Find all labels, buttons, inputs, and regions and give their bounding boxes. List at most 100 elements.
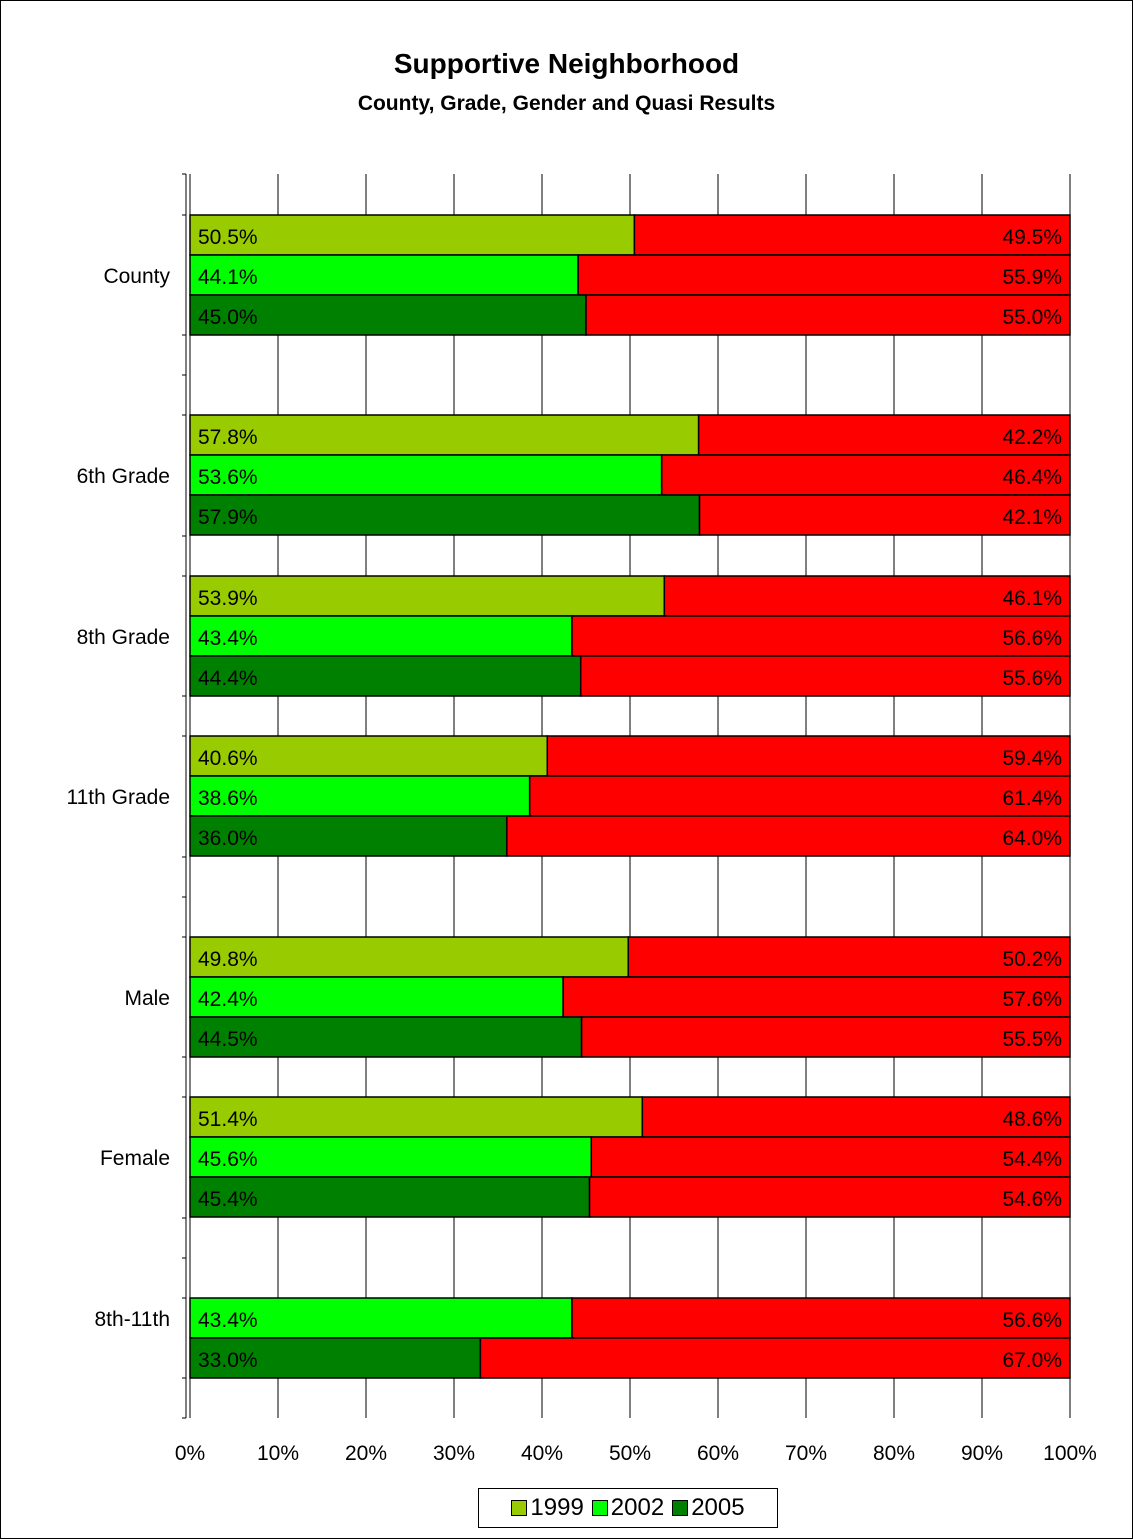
data-label: 40.6% [198,747,258,770]
category-label: 8th Grade [77,626,170,649]
bar-2002 [189,454,663,496]
legend-label: 2005 [691,1494,745,1521]
bar-complement [580,1016,1071,1058]
data-label: 61.4% [1002,787,1062,810]
data-label: 36.0% [198,827,258,850]
data-label: 46.4% [1002,466,1062,489]
data-label: 55.9% [1002,266,1062,289]
data-label: 53.9% [198,587,258,610]
bar-complement [627,936,1071,978]
bar-complement [633,214,1071,256]
data-label: 49.5% [1002,226,1062,249]
data-label: 57.6% [1002,988,1062,1011]
x-tick-label: 50% [609,1442,651,1465]
x-tick-label: 30% [433,1442,475,1465]
data-label: 64.0% [1002,827,1062,850]
bar-1999 [189,575,666,617]
data-label: 57.8% [198,426,258,449]
category-label: Male [124,987,170,1010]
bar-complement [571,615,1071,657]
legend-label: 2002 [610,1494,665,1521]
data-label: 46.1% [1002,587,1062,610]
bar-2005 [189,1337,482,1379]
data-label: 55.6% [1002,667,1062,690]
bar-complement [698,494,1071,536]
data-label: 42.1% [1002,506,1062,529]
data-label: 43.4% [198,1309,258,1332]
data-label: 67.0% [1002,1349,1062,1372]
bar-complement [506,815,1071,857]
data-label: 49.8% [198,948,258,971]
bar-2002 [189,1136,593,1178]
legend-item: 1999 [511,1494,584,1522]
x-tick-label: 80% [873,1442,915,1465]
bar-2002 [189,1297,573,1339]
bar-complement [528,775,1071,817]
chart-legend: 1999 2002 2005 [478,1488,778,1528]
bar-1999 [189,214,636,256]
data-label: 53.6% [198,466,258,489]
x-tick-label: 20% [345,1442,387,1465]
x-tick-label: 0% [175,1442,205,1465]
bar-2005 [189,294,587,336]
legend-swatch [511,1500,528,1516]
legend-label: 1999 [530,1494,584,1521]
bar-complement [571,1297,1071,1339]
data-label: 43.4% [198,627,258,650]
data-label: 45.0% [198,306,258,329]
data-label: 50.2% [1002,948,1062,971]
data-label: 42.2% [1002,426,1062,449]
data-label: 54.6% [1002,1188,1062,1211]
bar-complement [660,454,1071,496]
data-label: 57.9% [198,506,258,529]
bar-2005 [189,1016,583,1058]
data-label: 42.4% [198,988,258,1011]
x-tick-label: 70% [785,1442,827,1465]
data-label: 33.0% [198,1349,258,1372]
data-label: 45.6% [198,1148,258,1171]
category-label: County [103,265,170,288]
chart-title: Supportive Neighborhood [393,48,740,79]
legend-item: 2005 [672,1494,745,1522]
data-label: 45.4% [198,1188,258,1211]
bar-complement [588,1176,1071,1218]
data-label: 54.4% [1002,1148,1062,1171]
bar-complement [546,735,1071,777]
category-label: 6th Grade [77,465,170,488]
bar-complement [579,655,1071,697]
x-tick-label: 10% [257,1442,299,1465]
data-label: 44.5% [198,1028,258,1051]
bar-1999 [189,1096,644,1138]
data-label: 44.1% [198,266,258,289]
bar-complement [585,294,1071,336]
x-tick-label: 40% [521,1442,563,1465]
bar-complement [590,1136,1071,1178]
category-label: Female [100,1147,170,1170]
data-label: 50.5% [198,226,258,249]
bar-complement [641,1096,1071,1138]
legend-swatch [672,1500,689,1516]
bar-complement [562,976,1071,1018]
data-label: 48.6% [1002,1108,1062,1131]
data-label: 51.4% [198,1108,258,1131]
data-label: 56.6% [1002,627,1062,650]
legend-swatch [591,1500,608,1516]
bar-complement [577,254,1071,296]
bar-2005 [189,1176,591,1218]
data-label: 56.6% [1002,1309,1062,1332]
data-label: 44.4% [198,667,258,690]
bar-2002 [189,615,573,657]
x-tick-label: 100% [1043,1442,1097,1465]
x-tick-label: 90% [961,1442,1003,1465]
bar-2005 [189,494,701,536]
data-label: 55.5% [1002,1028,1062,1051]
x-tick-label: 60% [697,1442,739,1465]
bar-2005 [189,655,582,697]
chart-subtitle: County, Grade, Gender and Quasi Results [357,92,776,115]
bar-complement [697,414,1071,456]
bar-1999 [189,414,700,456]
category-label: 11th Grade [66,786,170,809]
category-label: 8th-11th [95,1308,171,1331]
data-label: 59.4% [1002,747,1062,770]
